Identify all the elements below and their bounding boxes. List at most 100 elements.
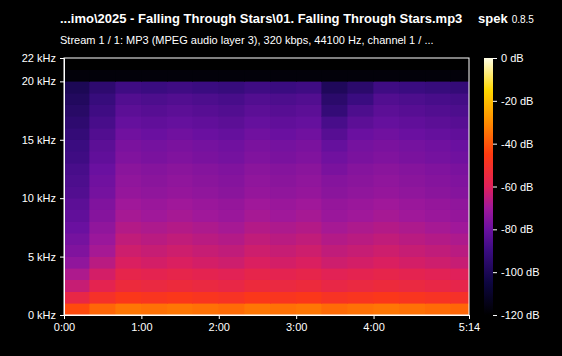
- cell: [90, 116, 116, 128]
- cell: [90, 222, 116, 234]
- cell: [374, 175, 400, 187]
- cell: [64, 233, 90, 245]
- cell: [167, 280, 193, 292]
- cell: [193, 58, 219, 70]
- cell: [245, 175, 271, 187]
- tick-mark: [60, 140, 64, 141]
- cell: [374, 198, 400, 210]
- cell: [193, 268, 219, 280]
- cell: [296, 222, 322, 234]
- cell: [451, 280, 469, 292]
- cell: [116, 198, 142, 210]
- cell: [141, 187, 167, 199]
- cell: [141, 81, 167, 93]
- cell: [399, 163, 425, 175]
- cell: [425, 198, 451, 210]
- cell: [141, 245, 167, 257]
- tick-mark: [60, 198, 64, 199]
- cell: [374, 58, 400, 70]
- cell: [245, 163, 271, 175]
- tick-label: 22 kHz: [22, 52, 56, 64]
- cell: [399, 198, 425, 210]
- cell: [399, 175, 425, 187]
- cell: [245, 81, 271, 93]
- cell: [116, 245, 142, 257]
- cell: [193, 210, 219, 222]
- cell: [451, 268, 469, 280]
- cell: [374, 233, 400, 245]
- tick-label: -40 dB: [501, 138, 533, 150]
- cell: [141, 257, 167, 269]
- cell: [270, 116, 296, 128]
- cell: [167, 303, 193, 315]
- cell: [167, 292, 193, 304]
- cell: [193, 245, 219, 257]
- cell: [116, 128, 142, 140]
- cell: [141, 105, 167, 117]
- cell: [193, 116, 219, 128]
- cell: [64, 105, 90, 117]
- tick: 4:00: [363, 315, 384, 333]
- cell: [451, 210, 469, 222]
- cell: [296, 70, 322, 82]
- cell: [116, 70, 142, 82]
- cell: [451, 140, 469, 152]
- cell: [64, 151, 90, 163]
- cell: [322, 303, 348, 315]
- tick: 0 kHz: [28, 309, 64, 321]
- cell: [374, 210, 400, 222]
- cell: [296, 187, 322, 199]
- app-version: 0.8.5: [512, 14, 535, 25]
- cell: [348, 70, 374, 82]
- cell: [322, 163, 348, 175]
- cell: [245, 151, 271, 163]
- cell: [141, 163, 167, 175]
- cell: [116, 222, 142, 234]
- cell: [399, 222, 425, 234]
- cell: [425, 233, 451, 245]
- cell: [296, 128, 322, 140]
- cell: [90, 280, 116, 292]
- cell: [374, 151, 400, 163]
- tick-label: 20 kHz: [22, 75, 56, 87]
- tick-label: 0 dB: [501, 52, 524, 64]
- cell: [64, 116, 90, 128]
- tick: -40 dB: [493, 138, 533, 150]
- tick-mark: [60, 257, 64, 258]
- cell: [322, 268, 348, 280]
- cell: [270, 245, 296, 257]
- cell: [270, 292, 296, 304]
- cell: [322, 245, 348, 257]
- tick: 0 dB: [493, 52, 524, 64]
- cell: [167, 175, 193, 187]
- cell: [193, 175, 219, 187]
- tick: 5 kHz: [28, 251, 64, 263]
- cell: [270, 70, 296, 82]
- tick-mark: [493, 144, 497, 145]
- cell: [348, 175, 374, 187]
- cell: [348, 93, 374, 105]
- tick: 0:00: [54, 315, 75, 333]
- cell: [245, 93, 271, 105]
- cell: [193, 70, 219, 82]
- tick-label: 4:00: [363, 321, 384, 333]
- cell: [245, 210, 271, 222]
- cell: [348, 187, 374, 199]
- cell: [348, 268, 374, 280]
- cell: [193, 233, 219, 245]
- cell: [451, 292, 469, 304]
- cell: [193, 187, 219, 199]
- cell: [64, 187, 90, 199]
- tick-label: 5 kHz: [28, 251, 56, 263]
- cell: [141, 198, 167, 210]
- cell: [374, 105, 400, 117]
- cell: [64, 303, 90, 315]
- cell: [399, 245, 425, 257]
- tick-label: 15 kHz: [22, 134, 56, 146]
- cell: [425, 58, 451, 70]
- color-bar: [484, 58, 493, 315]
- cell: [270, 140, 296, 152]
- cell: [374, 222, 400, 234]
- cell: [245, 140, 271, 152]
- cell: [451, 303, 469, 315]
